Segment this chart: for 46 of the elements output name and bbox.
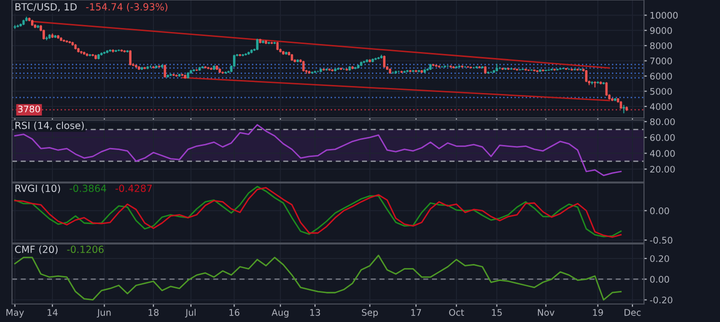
candlestick — [383, 55, 386, 68]
y-tick-label: 8000 — [650, 42, 672, 50]
y-tick-label: -0.20 — [650, 296, 672, 304]
x-tick-label: Nov — [538, 309, 554, 316]
y-tick-label: 7000 — [650, 58, 672, 64]
y-tick-label: 80.00 — [650, 118, 675, 126]
x-tick-label: 17 — [411, 309, 421, 316]
chart-title: CMF (20) — [15, 246, 58, 254]
annotation: -0.3864 — [70, 184, 106, 192]
y-tick-label: 20.00 — [650, 166, 675, 173]
x-tick-label: Oct — [449, 309, 464, 316]
x-tick-label: Jul — [185, 308, 196, 318]
annotation: -154.74 (-3.93%) — [86, 2, 168, 12]
x-tick-label: Dec — [624, 309, 641, 316]
x-tick-label: Aug — [272, 309, 288, 318]
y-tick-label: 40.00 — [650, 150, 675, 157]
y-tick-label: 6000 — [650, 72, 672, 80]
x-tick-label: 18 — [148, 309, 159, 316]
x-tick-label: 19 — [593, 309, 603, 316]
candlestick — [164, 64, 166, 78]
y-tick-label: -0.50 — [650, 236, 672, 244]
chart-title: RVGI (10) — [15, 184, 60, 194]
y-tick-label: 0.20 — [650, 255, 670, 262]
x-tick-label: Sep — [362, 309, 378, 318]
x-tick-label: Jun — [96, 309, 111, 318]
x-tick-label: 14 — [48, 309, 58, 316]
y-tick-label: 5000 — [650, 88, 672, 95]
ref-line-label: 3780 — [18, 106, 40, 112]
y-tick-label: 9000 — [650, 27, 672, 34]
y-tick-label: 0.00 — [650, 276, 670, 283]
chart-title: RSI (14, close) — [15, 122, 84, 130]
chart-title: BTC/USD, 1D — [15, 3, 77, 12]
x-tick-label: 16 — [229, 309, 240, 316]
candlestick — [129, 50, 132, 66]
candlestick — [585, 69, 588, 83]
x-tick-label: 13 — [310, 309, 320, 316]
x-tick-label: 15 — [492, 309, 502, 316]
annotation: -0.1206 — [67, 246, 104, 254]
y-tick-label: 4000 — [650, 103, 672, 110]
x-tick-label: May — [6, 309, 24, 318]
y-tick-label: 10000 — [650, 12, 678, 19]
annotation: -0.4287 — [116, 184, 152, 192]
y-tick-label: 60.00 — [650, 134, 675, 141]
y-tick-label: 0.00 — [650, 207, 670, 214]
line-series — [14, 254, 622, 301]
candlestick — [42, 29, 45, 40]
